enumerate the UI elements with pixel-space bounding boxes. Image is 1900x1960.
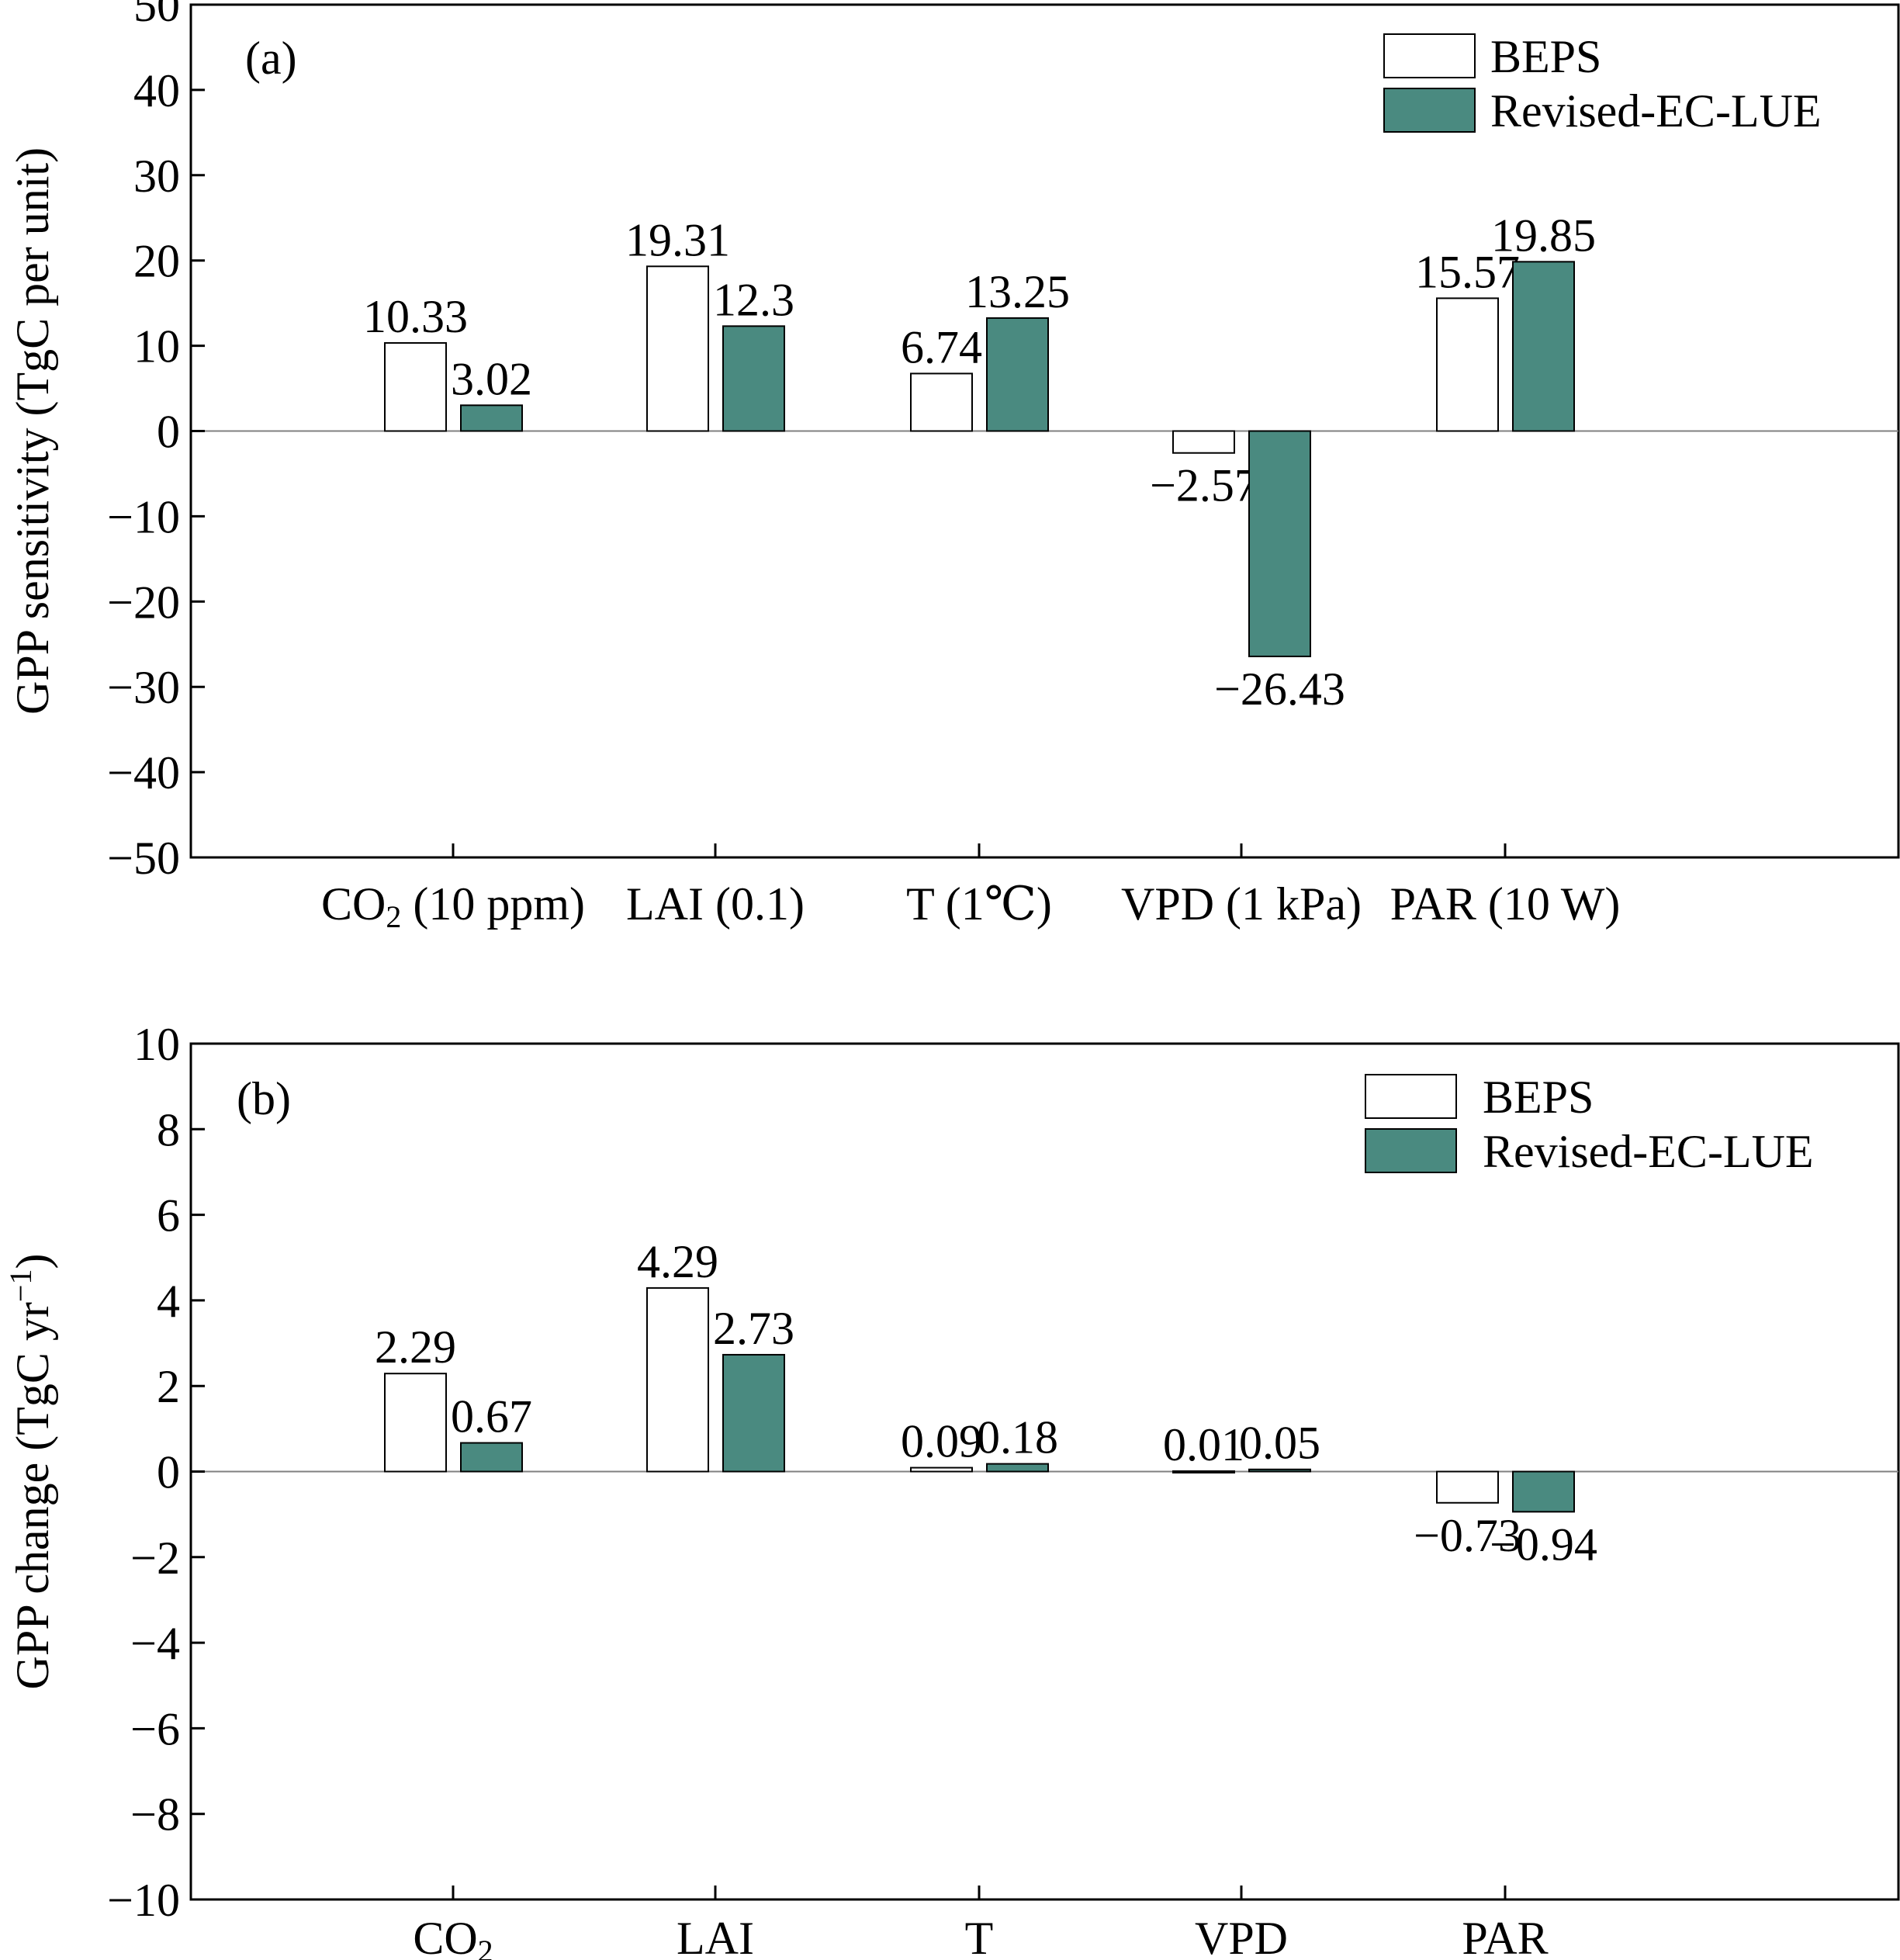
x-category-label: VPD — [1195, 1913, 1288, 1960]
legend-swatch-revised — [1365, 1128, 1457, 1173]
revised-data-label-3: −26.43 — [1214, 663, 1345, 715]
beps-data-label-2: 0.09 — [901, 1416, 982, 1467]
revised-data-label-4: −0.94 — [1490, 1518, 1597, 1570]
y-tick-label: −10 — [107, 491, 180, 542]
y-tick-label: −50 — [107, 833, 180, 884]
beps-bar-0 — [384, 341, 447, 432]
legend-swatch-beps — [1365, 1074, 1457, 1119]
legend-label-beps: BEPS — [1483, 1072, 1594, 1123]
legend-label-revised: Revised-EC-LUE — [1490, 85, 1822, 137]
y-tick-label: 30 — [133, 151, 180, 202]
legend-swatch-revised — [1383, 88, 1476, 133]
y-axis-label: GPP change (TgC yr−1) — [3, 1254, 58, 1690]
y-tick-label: 50 — [133, 0, 180, 31]
beps-bar-1 — [646, 1286, 709, 1473]
beps-data-label-1: 19.31 — [625, 214, 730, 265]
x-category-label: PAR (10 W) — [1390, 878, 1621, 930]
revised-data-label-2: 0.18 — [977, 1412, 1058, 1463]
revised-data-label-1: 12.3 — [713, 274, 794, 325]
beps-data-label-0: 2.29 — [375, 1321, 456, 1373]
y-tick-label: −20 — [107, 577, 180, 628]
revised-bar-2 — [986, 317, 1049, 432]
beps-data-label-3: 0.01 — [1163, 1419, 1244, 1470]
y-tick-label: −30 — [107, 662, 180, 713]
revised-bar-4 — [1512, 1470, 1575, 1513]
legend-label-revised: Revised-EC-LUE — [1483, 1126, 1814, 1177]
y-tick-label: 0 — [157, 407, 180, 458]
revised-bar-3 — [1248, 1468, 1311, 1473]
beps-bar-4 — [1436, 1470, 1499, 1504]
revised-bar-2 — [986, 1463, 1049, 1473]
revised-data-label-3: 0.05 — [1239, 1418, 1320, 1469]
panel-tag: (a) — [245, 33, 297, 84]
beps-data-label-3: −2.57 — [1150, 460, 1258, 511]
revised-bar-1 — [722, 1353, 785, 1473]
y-tick-label: 4 — [157, 1276, 180, 1327]
x-category-label: VPD (1 kPa) — [1121, 878, 1362, 930]
panel-tag: (b) — [237, 1073, 291, 1124]
beps-bar-4 — [1436, 297, 1499, 432]
beps-bar-1 — [646, 265, 709, 432]
panel-b: −10 −8 −6 −4 −2 0 2 4 6 8 10 CO2 LAI T VPD PAR 2.29 4.29 0… — [3, 1019, 1900, 1960]
revised-bar-1 — [722, 325, 785, 432]
revised-data-label-0: 0.67 — [451, 1391, 532, 1442]
panel-a: −50 −40 −30 −20 −10 0 10 20 30 40 50 CO2 (10 ppm) LA… — [7, 0, 1900, 934]
beps-bar-3 — [1172, 430, 1235, 454]
y-tick-label: −6 — [130, 1703, 180, 1754]
beps-data-label-0: 10.33 — [363, 291, 468, 342]
beps-data-label-4: −0.73 — [1414, 1510, 1521, 1561]
beps-bar-0 — [384, 1373, 447, 1473]
legend-swatch-beps — [1383, 33, 1476, 78]
revised-data-label-4: 19.85 — [1491, 210, 1596, 261]
x-category-label: LAI (0.1) — [626, 878, 805, 930]
revised-bar-4 — [1512, 261, 1575, 432]
revised-bar-0 — [460, 404, 523, 432]
x-category-label: T (1℃) — [906, 878, 1052, 930]
legend-label-beps: BEPS — [1490, 31, 1601, 82]
beps-bar-2 — [910, 372, 973, 432]
y-axis-label: GPP sensitivity (TgC per unit) — [7, 147, 58, 715]
revised-bar-3 — [1248, 430, 1311, 657]
x-category-label: CO2 — [413, 1913, 493, 1960]
beps-bar-2 — [910, 1467, 973, 1473]
revised-data-label-0: 3.02 — [451, 353, 532, 404]
beps-data-label-4: 15.57 — [1415, 246, 1520, 297]
x-category-label: T — [965, 1913, 994, 1960]
y-tick-label: 10 — [133, 321, 180, 372]
y-tick-label: 0 — [157, 1447, 180, 1498]
y-tick-label: 10 — [133, 1019, 180, 1070]
y-tick-label: 40 — [133, 65, 180, 116]
beps-bar-3 — [1172, 1470, 1235, 1473]
y-tick-label: −2 — [130, 1532, 180, 1584]
y-tick-label: −10 — [107, 1875, 180, 1926]
y-tick-label: −40 — [107, 747, 180, 798]
y-tick-label: 6 — [157, 1190, 180, 1241]
y-tick-label: −4 — [130, 1618, 180, 1669]
beps-data-label-2: 6.74 — [901, 321, 982, 372]
y-tick-label: 2 — [157, 1361, 180, 1412]
revised-data-label-2: 13.25 — [965, 266, 1070, 317]
y-tick-label: −8 — [130, 1789, 180, 1841]
y-tick-label: 8 — [157, 1104, 180, 1155]
y-tick-label: 20 — [133, 236, 180, 287]
x-category-label: CO2 (10 ppm) — [321, 878, 585, 934]
beps-data-label-1: 4.29 — [637, 1236, 718, 1287]
revised-bar-0 — [460, 1442, 523, 1473]
x-category-label: PAR — [1462, 1913, 1548, 1960]
revised-data-label-1: 2.73 — [713, 1303, 794, 1354]
x-category-label: LAI — [677, 1913, 754, 1960]
